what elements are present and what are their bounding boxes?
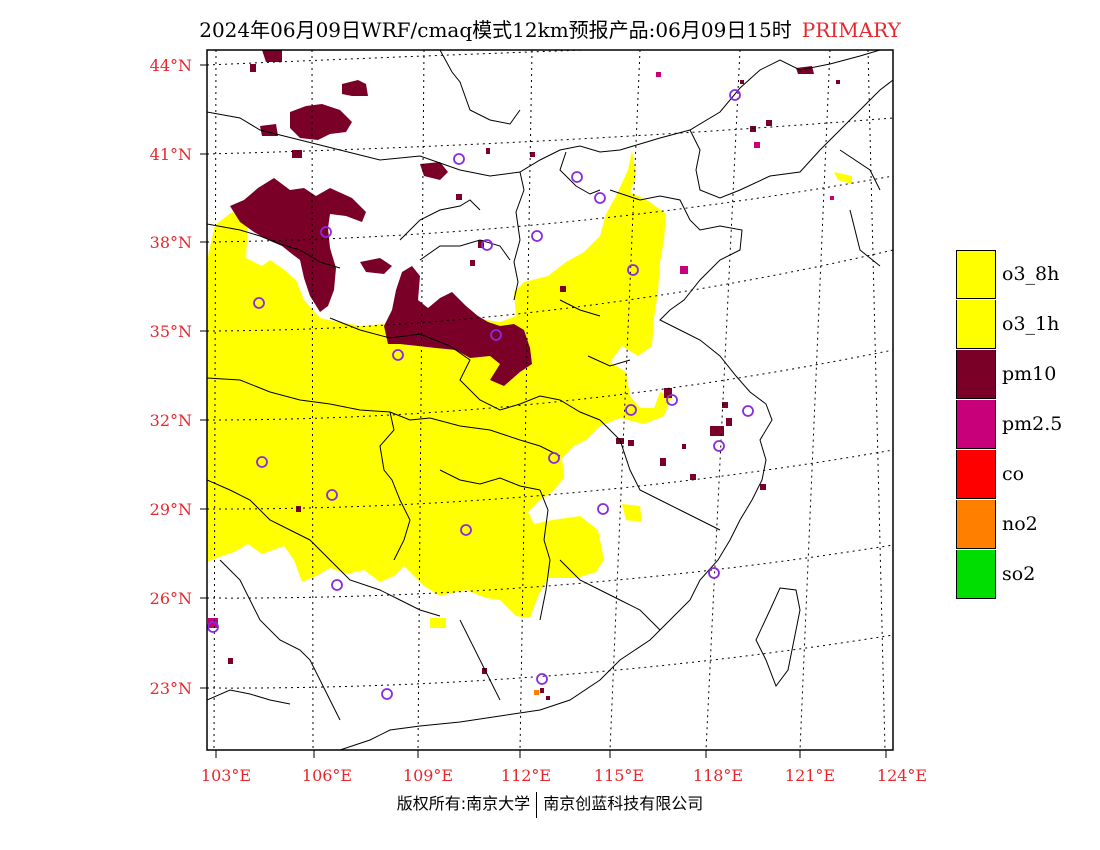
pm10-region bbox=[360, 258, 392, 274]
pm10-region bbox=[230, 178, 366, 312]
legend-label: pm2.5 bbox=[1002, 413, 1063, 435]
pm10-region bbox=[796, 66, 814, 74]
pm10-region bbox=[262, 50, 282, 62]
footer-right: 南京创蓝科技有限公司 bbox=[543, 794, 704, 813]
legend-swatch bbox=[956, 399, 996, 449]
lon-label: 109°E bbox=[403, 766, 453, 785]
boundaries bbox=[207, 50, 893, 750]
lat-label: 44°N bbox=[150, 56, 192, 75]
legend-label: o3_1h bbox=[1002, 313, 1060, 335]
plot-frame bbox=[206, 49, 894, 751]
pm10-region bbox=[290, 104, 352, 140]
legend-swatch bbox=[956, 349, 996, 399]
o3-patch bbox=[622, 504, 642, 522]
lat-label: 41°N bbox=[150, 145, 192, 164]
lat-axis bbox=[200, 64, 207, 689]
o3-region bbox=[207, 150, 672, 618]
legend-swatch bbox=[956, 249, 996, 299]
footer-divider bbox=[536, 791, 538, 818]
lat-label: 38°N bbox=[150, 233, 192, 252]
legend-label: pm10 bbox=[1002, 363, 1057, 385]
legend-swatch bbox=[956, 299, 996, 349]
lon-label: 103°E bbox=[201, 766, 251, 785]
lat-label: 35°N bbox=[150, 322, 192, 341]
legend-swatch bbox=[956, 499, 996, 549]
pm10-region bbox=[384, 266, 532, 386]
legend-item-o3-1h: o3_1h bbox=[956, 299, 1062, 349]
map-title: 2024年06月09日WRF/cmaq模式12km预报产品:06月09日15时 P… bbox=[0, 14, 1100, 43]
legend-item-pm25: pm2.5 bbox=[956, 399, 1062, 449]
lat-label: 32°N bbox=[150, 411, 192, 430]
legend-item-o3-8h: o3_8h bbox=[956, 249, 1062, 299]
lon-label: 124°E bbox=[877, 766, 927, 785]
pm10-region bbox=[342, 80, 368, 96]
legend-item-pm10: pm10 bbox=[956, 349, 1062, 399]
legend-item-no2: no2 bbox=[956, 499, 1062, 549]
lon-axis bbox=[215, 750, 887, 758]
o3-patch bbox=[834, 172, 852, 184]
title-main: 2024年06月09日WRF/cmaq模式12km预报产品:06月09日15时 bbox=[199, 18, 792, 42]
legend-swatch bbox=[956, 549, 996, 599]
lon-label: 121°E bbox=[785, 766, 835, 785]
legend-label: co bbox=[1002, 463, 1025, 485]
copyright-footer: 版权所有:南京大学 南京创蓝科技有限公司 bbox=[0, 790, 1100, 818]
footer-left: 版权所有:南京大学 bbox=[396, 794, 531, 813]
legend-label: so2 bbox=[1002, 563, 1036, 585]
lat-label: 23°N bbox=[150, 679, 192, 698]
scattered-pixels bbox=[208, 64, 840, 700]
lon-label: 112°E bbox=[501, 766, 551, 785]
lon-label: 106°E bbox=[302, 766, 352, 785]
legend-swatch bbox=[956, 449, 996, 499]
legend-item-so2: so2 bbox=[956, 549, 1062, 599]
graticule bbox=[207, 50, 893, 750]
pm10-region bbox=[420, 162, 448, 180]
lat-label: 26°N bbox=[150, 589, 192, 608]
stations bbox=[207, 89, 754, 700]
lon-label: 118°E bbox=[693, 766, 743, 785]
legend-item-co: co bbox=[956, 449, 1062, 499]
lon-label: 115°E bbox=[594, 766, 644, 785]
lat-label: 29°N bbox=[150, 500, 192, 519]
title-tag: PRIMARY bbox=[801, 18, 901, 42]
o3-patch bbox=[430, 618, 446, 628]
map-area bbox=[207, 50, 893, 750]
pollutant-legend: o3_8h o3_1h pm10 pm2.5 co no2 so2 bbox=[956, 249, 1062, 599]
legend-label: no2 bbox=[1002, 513, 1038, 535]
legend-label: o3_8h bbox=[1002, 263, 1060, 285]
